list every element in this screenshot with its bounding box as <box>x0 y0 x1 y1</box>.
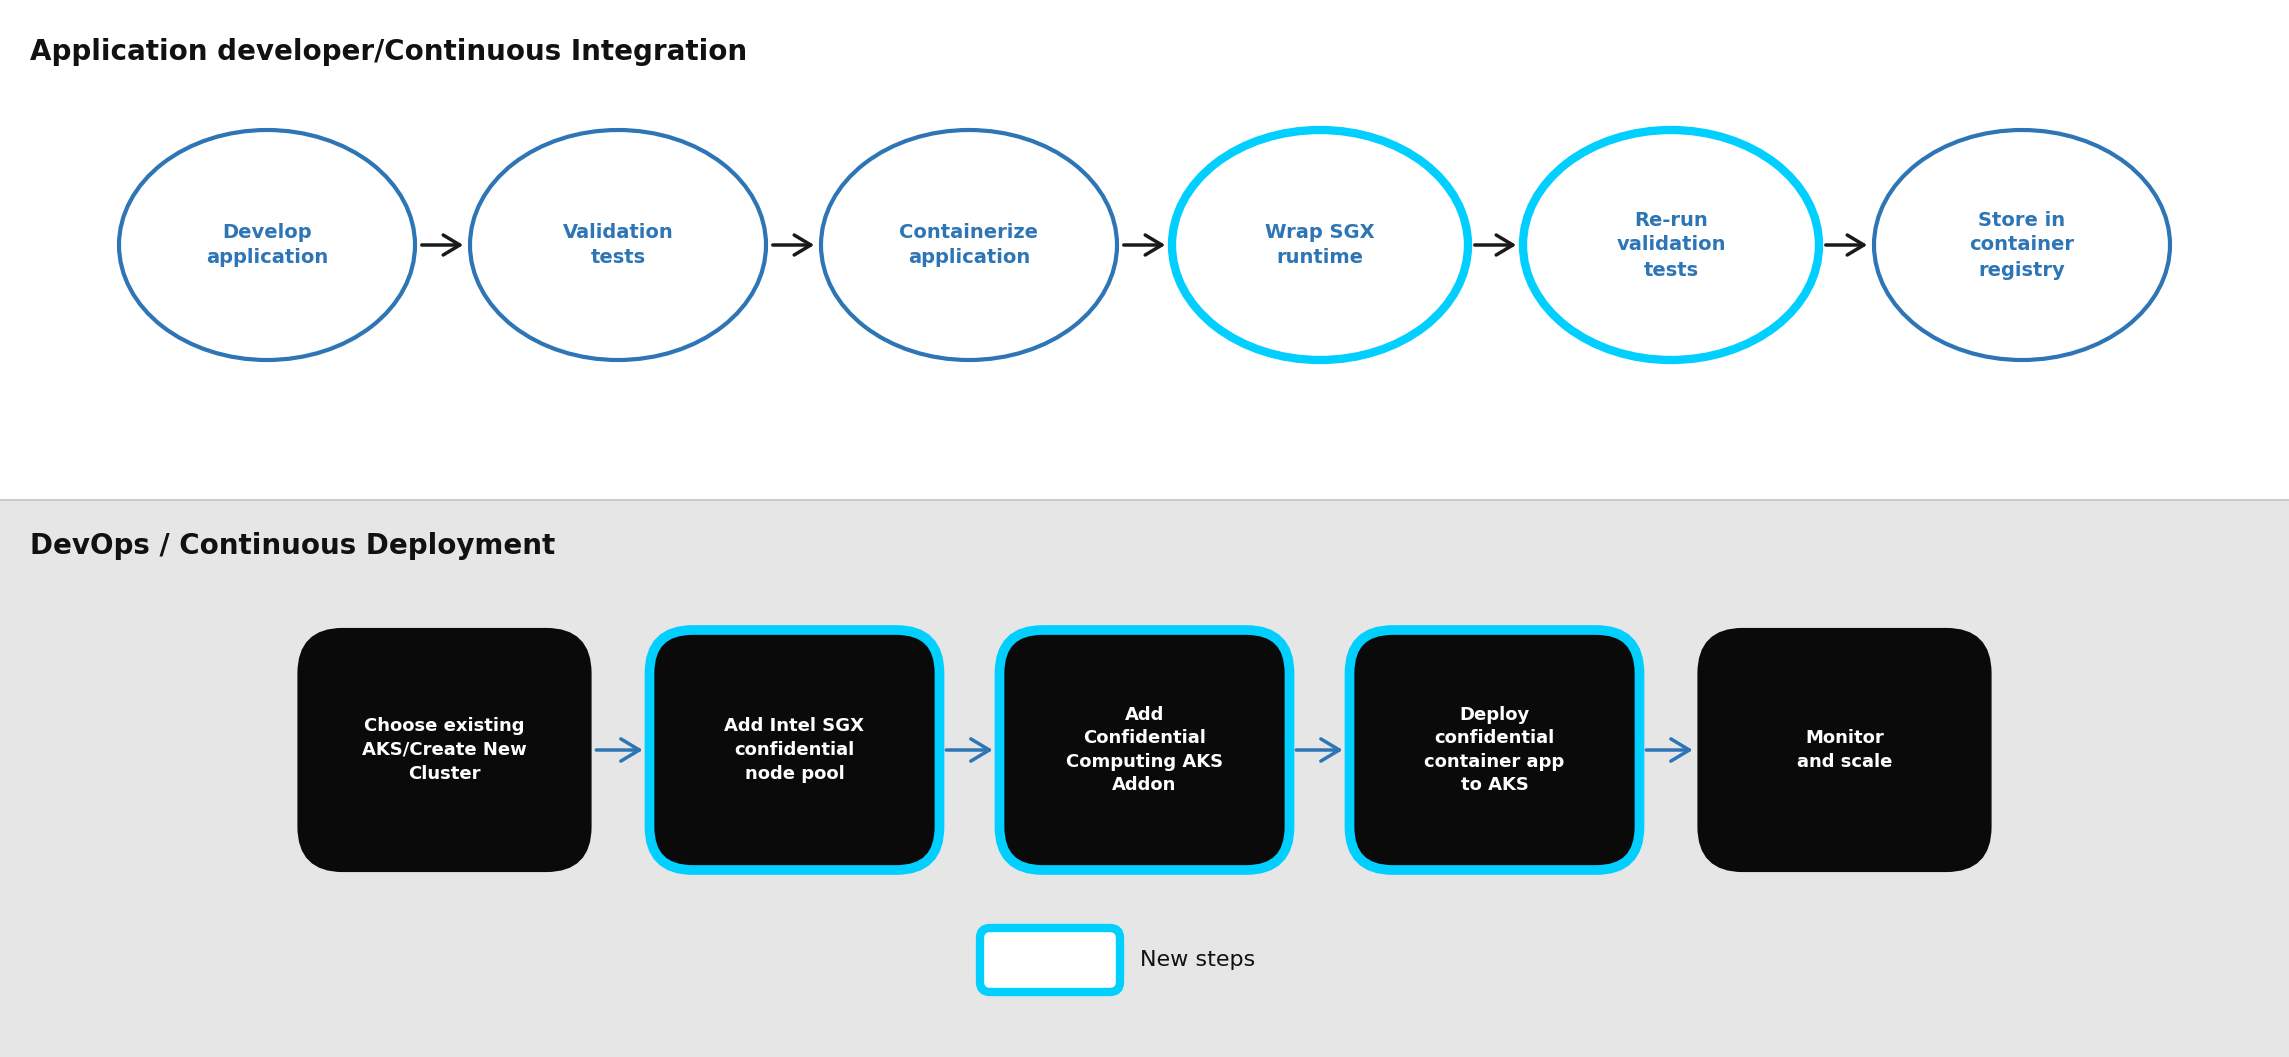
Text: Validation
tests: Validation tests <box>563 223 673 267</box>
Bar <box>0 500 2289 1057</box>
Ellipse shape <box>119 130 414 360</box>
Text: Deploy
confidential
container app
to AKS: Deploy confidential container app to AKS <box>1424 706 1566 795</box>
Text: Wrap SGX
runtime: Wrap SGX runtime <box>1266 223 1376 267</box>
FancyBboxPatch shape <box>650 630 938 870</box>
Text: DevOps / Continuous Deployment: DevOps / Continuous Deployment <box>30 532 556 560</box>
FancyBboxPatch shape <box>1000 630 1289 870</box>
Ellipse shape <box>822 130 1117 360</box>
Text: Monitor
and scale: Monitor and scale <box>1797 729 1893 771</box>
FancyBboxPatch shape <box>300 630 591 870</box>
Ellipse shape <box>1875 130 2170 360</box>
Text: Application developer/Continuous Integration: Application developer/Continuous Integra… <box>30 38 746 66</box>
Text: Add
Confidential
Computing AKS
Addon: Add Confidential Computing AKS Addon <box>1067 706 1222 795</box>
Text: Store in
container
registry: Store in container registry <box>1969 210 2074 279</box>
FancyBboxPatch shape <box>1351 630 1639 870</box>
Ellipse shape <box>469 130 767 360</box>
Text: Develop
application: Develop application <box>206 223 327 267</box>
Ellipse shape <box>1522 130 1820 360</box>
Text: Re-run
validation
tests: Re-run validation tests <box>1616 210 1726 279</box>
Text: Containerize
application: Containerize application <box>900 223 1039 267</box>
Text: Add Intel SGX
confidential
node pool: Add Intel SGX confidential node pool <box>726 718 865 782</box>
Text: Choose existing
AKS/Create New
Cluster: Choose existing AKS/Create New Cluster <box>362 718 526 782</box>
FancyBboxPatch shape <box>980 928 1119 993</box>
FancyBboxPatch shape <box>1698 630 1989 870</box>
Text: New steps: New steps <box>1140 950 1254 970</box>
Ellipse shape <box>1172 130 1467 360</box>
